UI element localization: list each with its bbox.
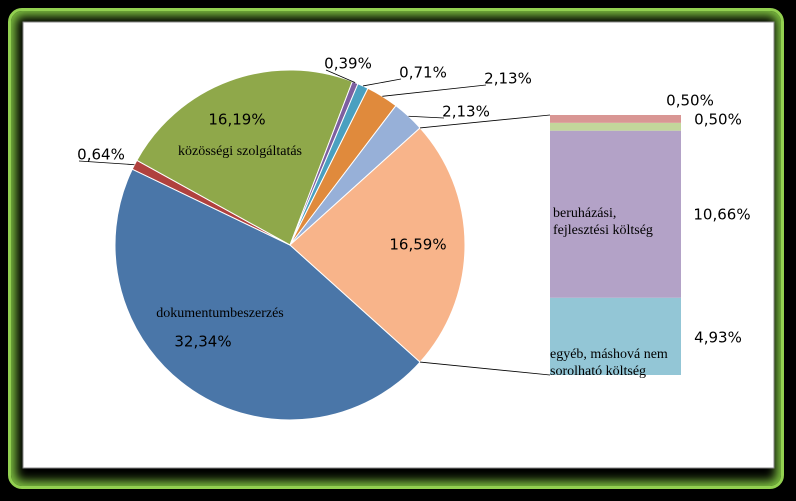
value-label: 0,71% — [399, 64, 447, 82]
slice-name: egyéb, máshová nem sorolható költség — [550, 347, 668, 379]
bar-segment — [550, 122, 681, 131]
value-label: 0,50% — [694, 111, 742, 129]
value-label: 0,50% — [666, 92, 714, 110]
value-label: 0,64% — [77, 146, 125, 164]
bar-segment — [550, 115, 681, 123]
connector — [420, 114, 551, 129]
leader-line — [382, 84, 487, 97]
bar-segment — [550, 297, 681, 375]
leader-line — [408, 115, 445, 119]
slice-name-text: egyéb, máshová nem sorolható költség — [550, 347, 668, 379]
pie-slice — [136, 69, 354, 246]
value-label: 4,93% — [694, 329, 742, 347]
value-label: 16,19% — [208, 111, 265, 129]
value-label: 2,13% — [484, 70, 532, 88]
pie-slice — [114, 168, 421, 421]
value-label: 10,66% — [693, 206, 750, 224]
value-label: 16,59% — [389, 236, 446, 254]
slice-name: dokumentumbeszerzés — [156, 306, 284, 321]
slice-name-text: dokumentumbeszerzés — [156, 306, 284, 321]
leader-line — [362, 78, 402, 87]
leader-line — [325, 69, 356, 83]
slice-name-text: beruházási, fejlesztési költség — [553, 206, 653, 238]
bar-segment — [550, 130, 681, 298]
connector — [420, 361, 551, 376]
leader-line — [78, 160, 135, 166]
pie-slice — [289, 127, 466, 363]
value-label: 0,39% — [324, 55, 372, 73]
slice-name: beruházási, fejlesztési költség — [553, 206, 653, 238]
value-label: 2,13% — [442, 103, 490, 121]
slice-name: közösségi szolgáltatás — [177, 144, 303, 159]
slice-name-text: közösségi szolgáltatás — [177, 144, 303, 159]
value-label: 32,34% — [174, 333, 231, 351]
